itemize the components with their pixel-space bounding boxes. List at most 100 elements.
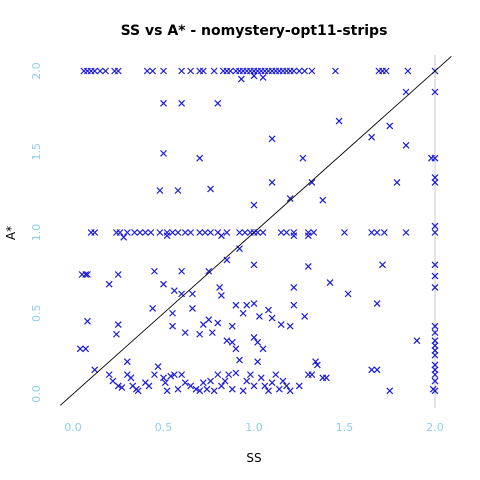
data-point: [283, 229, 291, 236]
data-point: [170, 371, 178, 379]
data-point: [174, 385, 182, 393]
data-point: [404, 67, 412, 75]
data-point: [216, 283, 224, 291]
data-point: [268, 135, 276, 143]
data-point: [250, 201, 258, 209]
data-point: [187, 67, 195, 75]
data-point: [259, 74, 267, 81]
data-point: [163, 387, 171, 395]
data-point: [431, 329, 439, 337]
data-point: [114, 67, 122, 75]
data-point: [246, 371, 254, 379]
data-point: [256, 313, 263, 320]
data-point: [76, 345, 84, 353]
data-point: [160, 149, 167, 157]
data-point: [236, 245, 243, 253]
data-point: [187, 382, 195, 390]
data-point: [181, 329, 189, 337]
data-point: [196, 387, 204, 395]
data-point: [214, 99, 222, 107]
y-tick-label: 1.5: [30, 143, 43, 161]
data-point: [431, 222, 439, 230]
data-point: [265, 306, 272, 314]
data-point: [431, 351, 439, 359]
data-point: [178, 99, 186, 107]
data-point: [123, 229, 131, 236]
data-point: [189, 290, 196, 298]
data-point: [221, 377, 229, 385]
data-point: [332, 67, 339, 75]
data-point: [192, 385, 200, 393]
data-point: [91, 67, 99, 75]
data-point: [208, 329, 216, 337]
data-point: [304, 262, 312, 270]
chart-title: SS vs A* - nomystery-opt11-strips: [121, 23, 388, 39]
data-point: [217, 292, 225, 299]
data-point: [286, 387, 294, 395]
data-point: [257, 374, 265, 382]
data-point: [319, 196, 327, 204]
data-point: [154, 363, 162, 370]
data-point: [196, 154, 204, 162]
data-point: [114, 321, 122, 328]
data-point: [84, 317, 91, 325]
data-point: [156, 229, 164, 236]
data-point: [205, 267, 213, 275]
data-point: [199, 379, 207, 387]
data-point: [207, 185, 214, 193]
data-point: [312, 358, 319, 366]
data-point: [151, 267, 158, 275]
data-point: [268, 314, 276, 322]
data-point: [431, 154, 439, 162]
x-tick-label: 2.0: [426, 421, 444, 434]
y-tick-label: 0.5: [30, 305, 43, 323]
data-point: [217, 232, 225, 240]
data-point: [228, 322, 236, 330]
data-point: [149, 304, 157, 312]
data-point: [286, 195, 294, 203]
data-point: [380, 229, 388, 236]
data-point: [299, 154, 307, 162]
data-point: [134, 387, 142, 395]
data-point: [232, 345, 240, 353]
data-point: [261, 382, 269, 390]
data-point: [118, 384, 126, 391]
data-point: [199, 67, 207, 75]
data-point: [214, 371, 222, 379]
data-point: [275, 385, 283, 393]
data-point: [277, 321, 285, 328]
data-point: [295, 382, 303, 390]
data-point: [232, 369, 240, 377]
data-point: [431, 261, 439, 269]
data-point: [283, 382, 291, 390]
data-point: [96, 67, 104, 75]
data-point: [217, 382, 225, 390]
data-point: [174, 187, 182, 194]
data-point: [290, 301, 298, 309]
data-point: [431, 179, 439, 186]
data-point: [250, 72, 258, 80]
data-point: [160, 67, 167, 75]
data-point: [431, 283, 439, 291]
data-point: [136, 229, 144, 236]
data-point: [82, 345, 90, 353]
data-point: [431, 371, 439, 379]
data-point: [368, 366, 376, 374]
data-point: [373, 366, 381, 374]
data-point: [386, 122, 394, 130]
data-point: [402, 88, 410, 96]
data-point: [196, 229, 204, 236]
data-point: [373, 300, 381, 307]
data-point: [174, 229, 182, 236]
data-point: [214, 319, 222, 327]
data-point: [161, 379, 169, 387]
data-point: [379, 261, 386, 269]
data-point: [147, 229, 155, 236]
y-tick-label: 2.0: [30, 62, 43, 80]
data-point: [105, 371, 113, 379]
data-point: [196, 330, 204, 338]
data-point: [301, 67, 309, 75]
data-point: [113, 330, 120, 338]
axis-ticks: 0.0 0.5 1.0 1.5 2.0 0.0 0.5 1.0 1.5 2.0: [30, 62, 444, 434]
data-point: [189, 304, 196, 312]
